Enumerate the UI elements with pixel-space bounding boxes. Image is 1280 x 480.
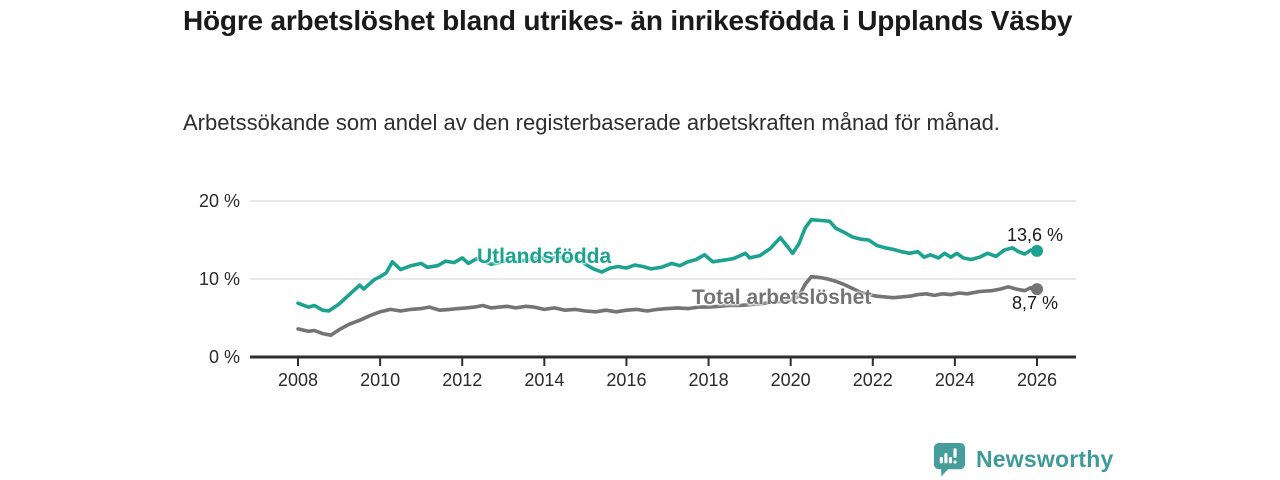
- x-tick-label: 2020: [771, 370, 811, 390]
- x-tick-label: 2026: [1017, 370, 1057, 390]
- chart-subtitle: Arbetssökande som andel av den registerb…: [183, 110, 1000, 135]
- x-tick-label: 2008: [278, 370, 318, 390]
- newsworthy-logo: Newsworthy: [932, 441, 1113, 477]
- newsworthy-bar-chart-icon: [933, 442, 966, 477]
- newsworthy-wordmark: Newsworthy: [976, 445, 1114, 472]
- end-value-label-total-arbetsloshet: 8,7 %: [1012, 293, 1059, 313]
- x-tick-label: 2012: [442, 370, 482, 390]
- series-line-utlandsfodda: [296, 217, 1039, 313]
- x-tick-label: 2010: [360, 370, 400, 390]
- series-label-total-arbetsloshet: Total arbetslöshet: [692, 286, 872, 309]
- x-tick-label: 2018: [689, 370, 729, 390]
- x-tick-label: 2014: [524, 370, 564, 390]
- end-value-label-utlandsfodda: 13,6 %: [1007, 225, 1064, 245]
- y-tick-label: 20 %: [199, 191, 240, 211]
- series-end-dot-total-arbetsloshet: [1031, 283, 1044, 296]
- series-label-utlandsfodda: Utlandsfödda: [477, 245, 612, 268]
- y-tick-label: 10 %: [199, 269, 240, 289]
- x-tick-label: 2024: [935, 370, 975, 390]
- x-tick-label: 2022: [853, 370, 893, 390]
- series-line-total-arbetsloshet: [296, 274, 1039, 338]
- series-end-dot-utlandsfodda: [1031, 244, 1044, 257]
- y-tick-label: 0 %: [209, 347, 240, 367]
- x-tick-label: 2016: [606, 370, 646, 390]
- chart-title: Högre arbetslöshet bland utrikes- än inr…: [183, 5, 1073, 36]
